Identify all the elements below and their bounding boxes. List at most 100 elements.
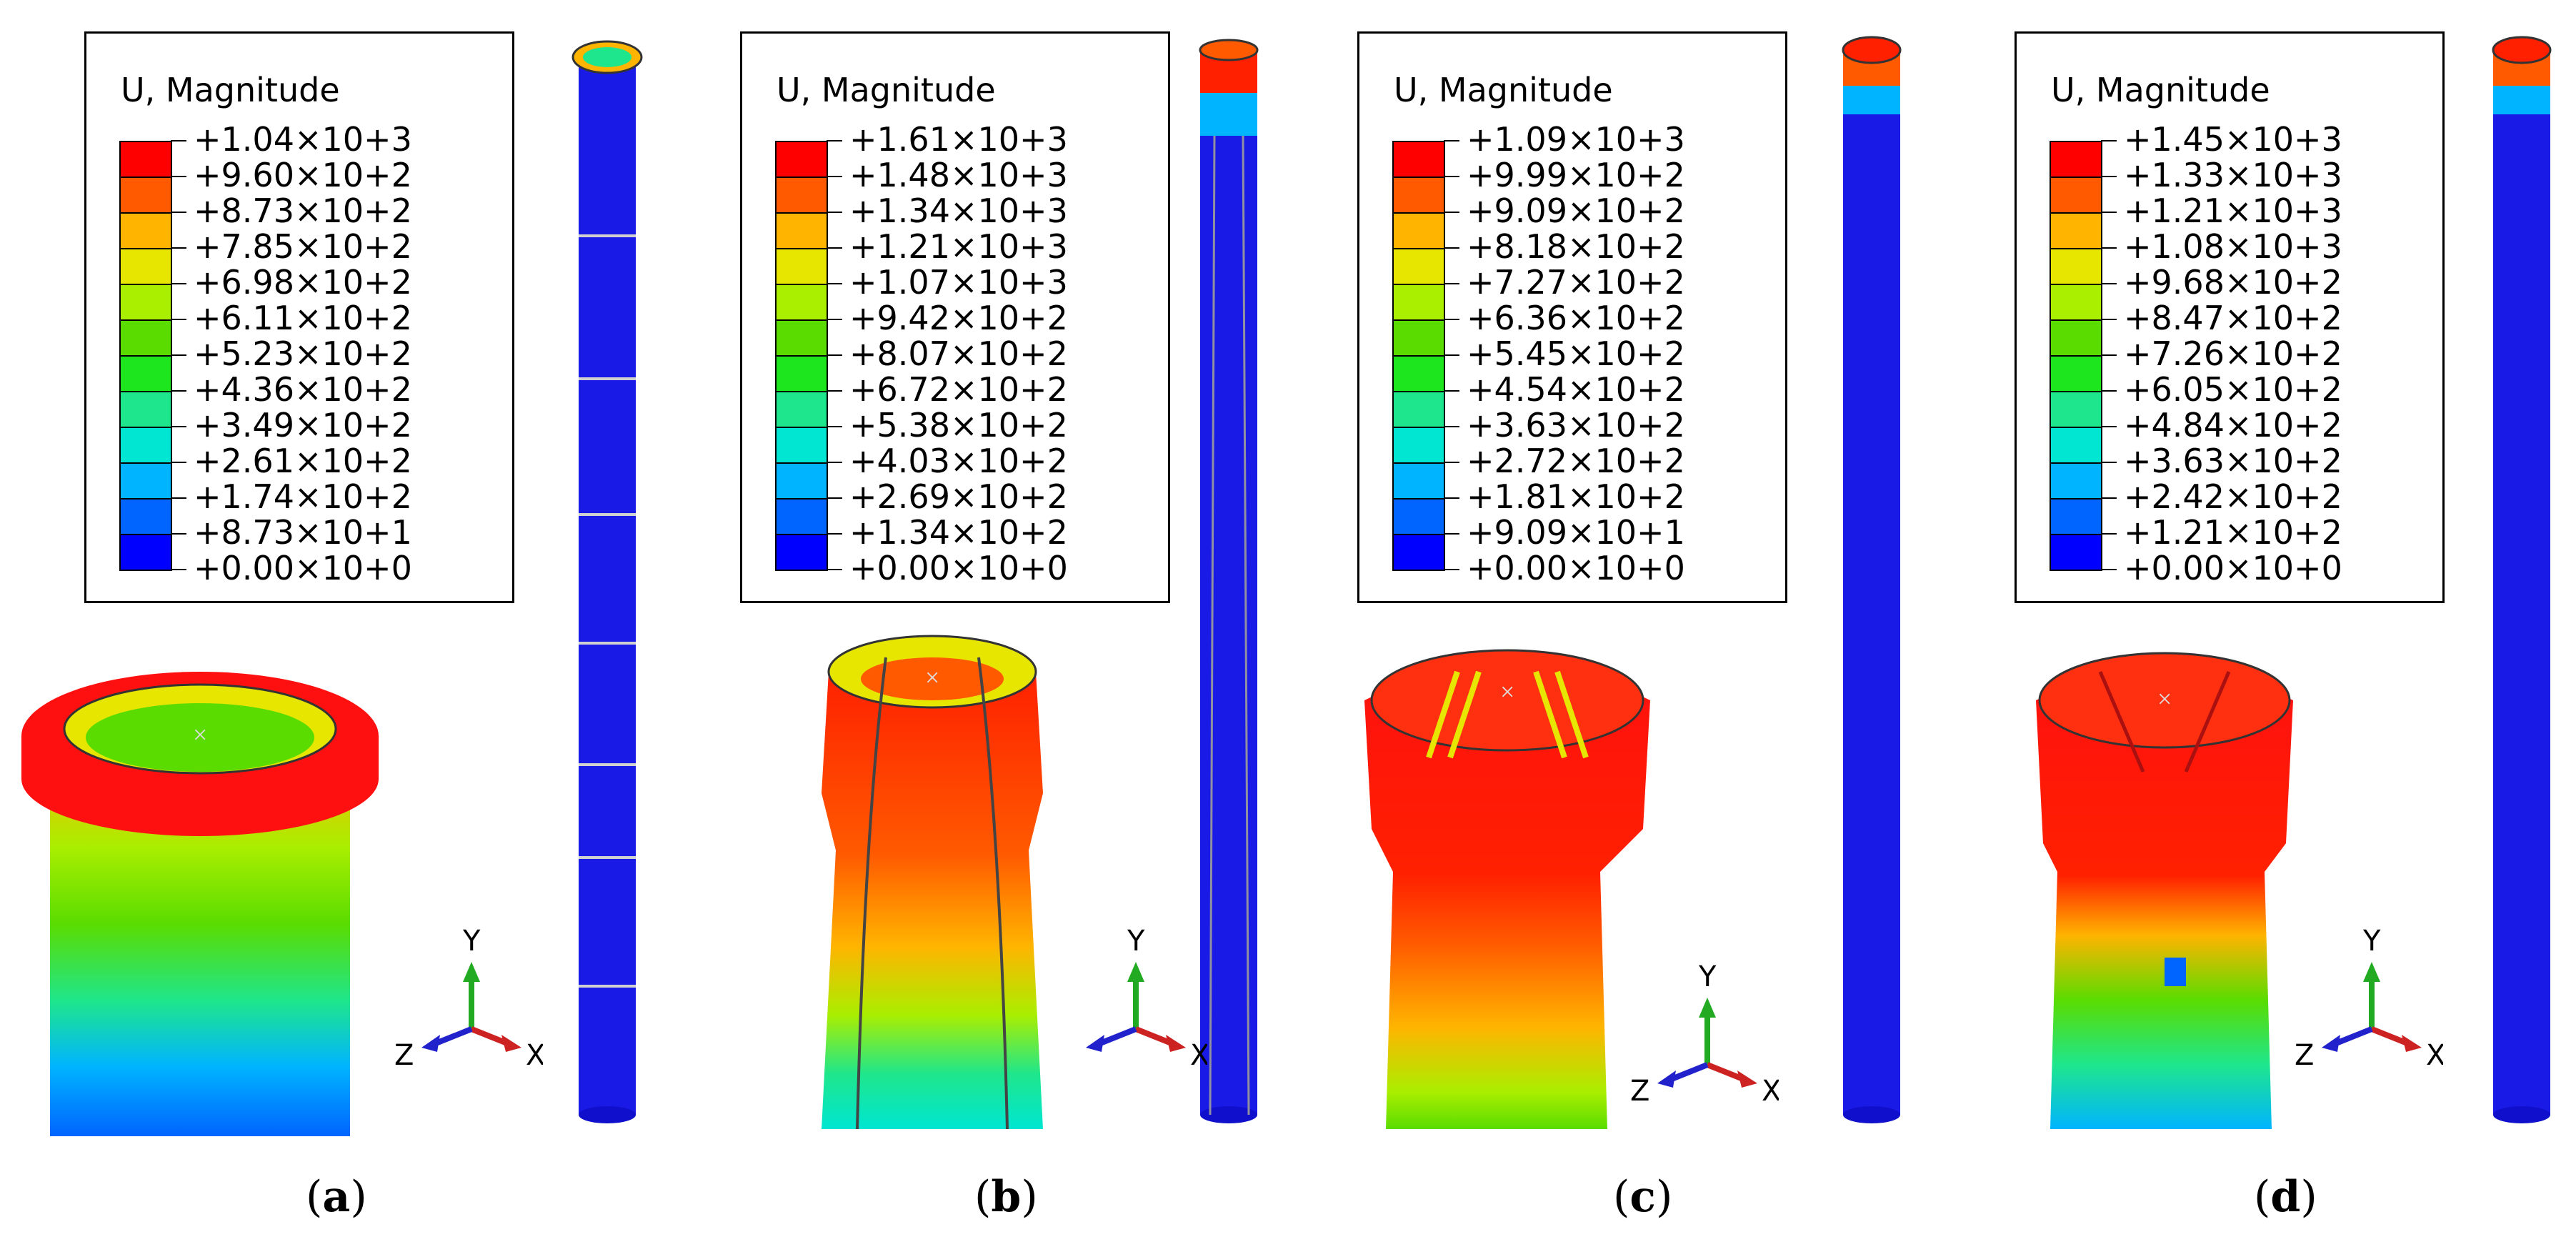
legend-tick [2101, 247, 2117, 249]
axis-x-label: X [526, 1039, 543, 1072]
legend-tick [1444, 247, 1459, 249]
axis-x-label: X [2426, 1039, 2443, 1072]
legend-swatch [121, 391, 171, 427]
axis-x-label: X [1190, 1039, 1207, 1072]
zoomed-top-view-b: × [822, 635, 1043, 1129]
panel-d: U, Magnitude +1.45×10+3 +1.33×10+3 +1.21×1… [1929, 0, 2576, 1257]
legend-swatch [2051, 284, 2101, 319]
legend-tick [827, 426, 842, 427]
legend-value: +1.74×10+2 [194, 477, 412, 516]
axis-z-label: Z [1630, 1075, 1649, 1108]
legend-swatch [2051, 498, 2101, 534]
legend-value: +1.34×10+3 [849, 192, 1068, 230]
legend-swatch [1394, 319, 1444, 355]
panel-c: U, Magnitude +1.09×10+3 +9.99×10+2 +9.09×1… [1286, 0, 1929, 1257]
legend-tick [171, 462, 186, 463]
legend-b: U, Magnitude +1.61×10+3 +1.48×10+3 +1.34×1… [740, 31, 1170, 603]
legend-swatch [777, 427, 827, 462]
legend-value: +8.73×10+2 [194, 192, 412, 230]
svg-text:×: × [2157, 685, 2172, 713]
legend-value: +4.84×10+2 [2124, 406, 2342, 444]
legend-tick [171, 497, 186, 499]
legend-swatch [1394, 462, 1444, 498]
legend-swatch [121, 498, 171, 534]
legend-swatch [121, 212, 171, 248]
legend-value: +1.21×10+3 [2124, 192, 2342, 230]
axis-y-label: Y [2362, 925, 2381, 958]
legend-swatch [1394, 427, 1444, 462]
legend-tick [171, 319, 186, 320]
legend-tick [827, 247, 842, 249]
svg-text:×: × [925, 663, 939, 692]
legend-swatch [777, 534, 827, 570]
legend-value: +7.85×10+2 [194, 227, 412, 266]
legend-swatch [121, 284, 171, 319]
legend-tick [827, 212, 842, 213]
axis-triad-a: Y Z X [394, 925, 543, 1072]
axis-triad-b: Y X [1086, 925, 1207, 1072]
legend-c: U, Magnitude +1.09×10+3 +9.99×10+2 +9.09×1… [1357, 31, 1787, 603]
legend-tick [827, 176, 842, 177]
legend-swatch [121, 177, 171, 212]
legend-value: +0.00×10+0 [1467, 549, 1685, 587]
color-scale-bar [1392, 141, 1445, 571]
legend-value: +1.07×10+3 [849, 263, 1068, 302]
legend-swatch [777, 498, 827, 534]
legend-value: +7.27×10+2 [1467, 263, 1685, 302]
axis-z-label: Z [2295, 1039, 2314, 1072]
legend-title: U, Magnitude [777, 71, 996, 109]
legend-tick [171, 569, 186, 570]
legend-a: U, Magnitude +1.04×10+3 +9.60×10+2 +8.73×1… [84, 31, 514, 603]
legend-tick [2101, 212, 2117, 213]
legend-tick [827, 319, 842, 320]
legend-value: +5.38×10+2 [849, 406, 1068, 444]
legend-tick [2101, 533, 2117, 535]
legend-tick [171, 176, 186, 177]
legend-swatch [2051, 462, 2101, 498]
legend-value: +8.07×10+2 [849, 334, 1068, 373]
legend-swatch [777, 212, 827, 248]
legend-tick [1444, 212, 1459, 213]
legend-value: +1.34×10+2 [849, 513, 1068, 552]
caption-a: (a) [306, 1172, 367, 1222]
caption-d: (d) [2254, 1172, 2317, 1222]
legend-swatch [777, 177, 827, 212]
legend-tick [1444, 319, 1459, 320]
legend-swatch [2051, 212, 2101, 248]
legend-value: +1.81×10+2 [1467, 477, 1685, 516]
legend-swatch [121, 141, 171, 177]
legend-value: +1.61×10+3 [849, 120, 1068, 159]
legend-value: +2.42×10+2 [2124, 477, 2342, 516]
legend-tick [1444, 569, 1459, 570]
full-column-b [1199, 39, 1259, 1123]
legend-value: +9.09×10+2 [1467, 192, 1685, 230]
legend-swatch [2051, 391, 2101, 427]
legend-value: +8.18×10+2 [1467, 227, 1685, 266]
legend-tick [2101, 390, 2117, 392]
legend-tick [827, 390, 842, 392]
legend-swatch [1394, 284, 1444, 319]
legend-swatch [2051, 141, 2101, 177]
legend-tick [827, 140, 842, 141]
legend-swatch [777, 462, 827, 498]
legend-tick [171, 283, 186, 284]
legend-value: +6.72×10+2 [849, 370, 1068, 409]
legend-value: +0.00×10+0 [194, 549, 412, 587]
legend-value: +1.09×10+3 [1467, 120, 1685, 159]
legend-value: +1.04×10+3 [194, 120, 412, 159]
legend-tick [171, 426, 186, 427]
legend-value: +1.21×10+3 [849, 227, 1068, 266]
legend-swatch [2051, 248, 2101, 284]
legend-tick [2101, 176, 2117, 177]
legend-swatch [777, 391, 827, 427]
legend-swatch [121, 319, 171, 355]
legend-swatch [1394, 391, 1444, 427]
legend-swatch [1394, 355, 1444, 391]
full-column-a [571, 40, 643, 1123]
legend-value: +9.68×10+2 [2124, 263, 2342, 302]
caption-c: (c) [1613, 1172, 1673, 1222]
legend-swatch [121, 248, 171, 284]
legend-value: +2.69×10+2 [849, 477, 1068, 516]
legend-title: U, Magnitude [121, 71, 340, 109]
